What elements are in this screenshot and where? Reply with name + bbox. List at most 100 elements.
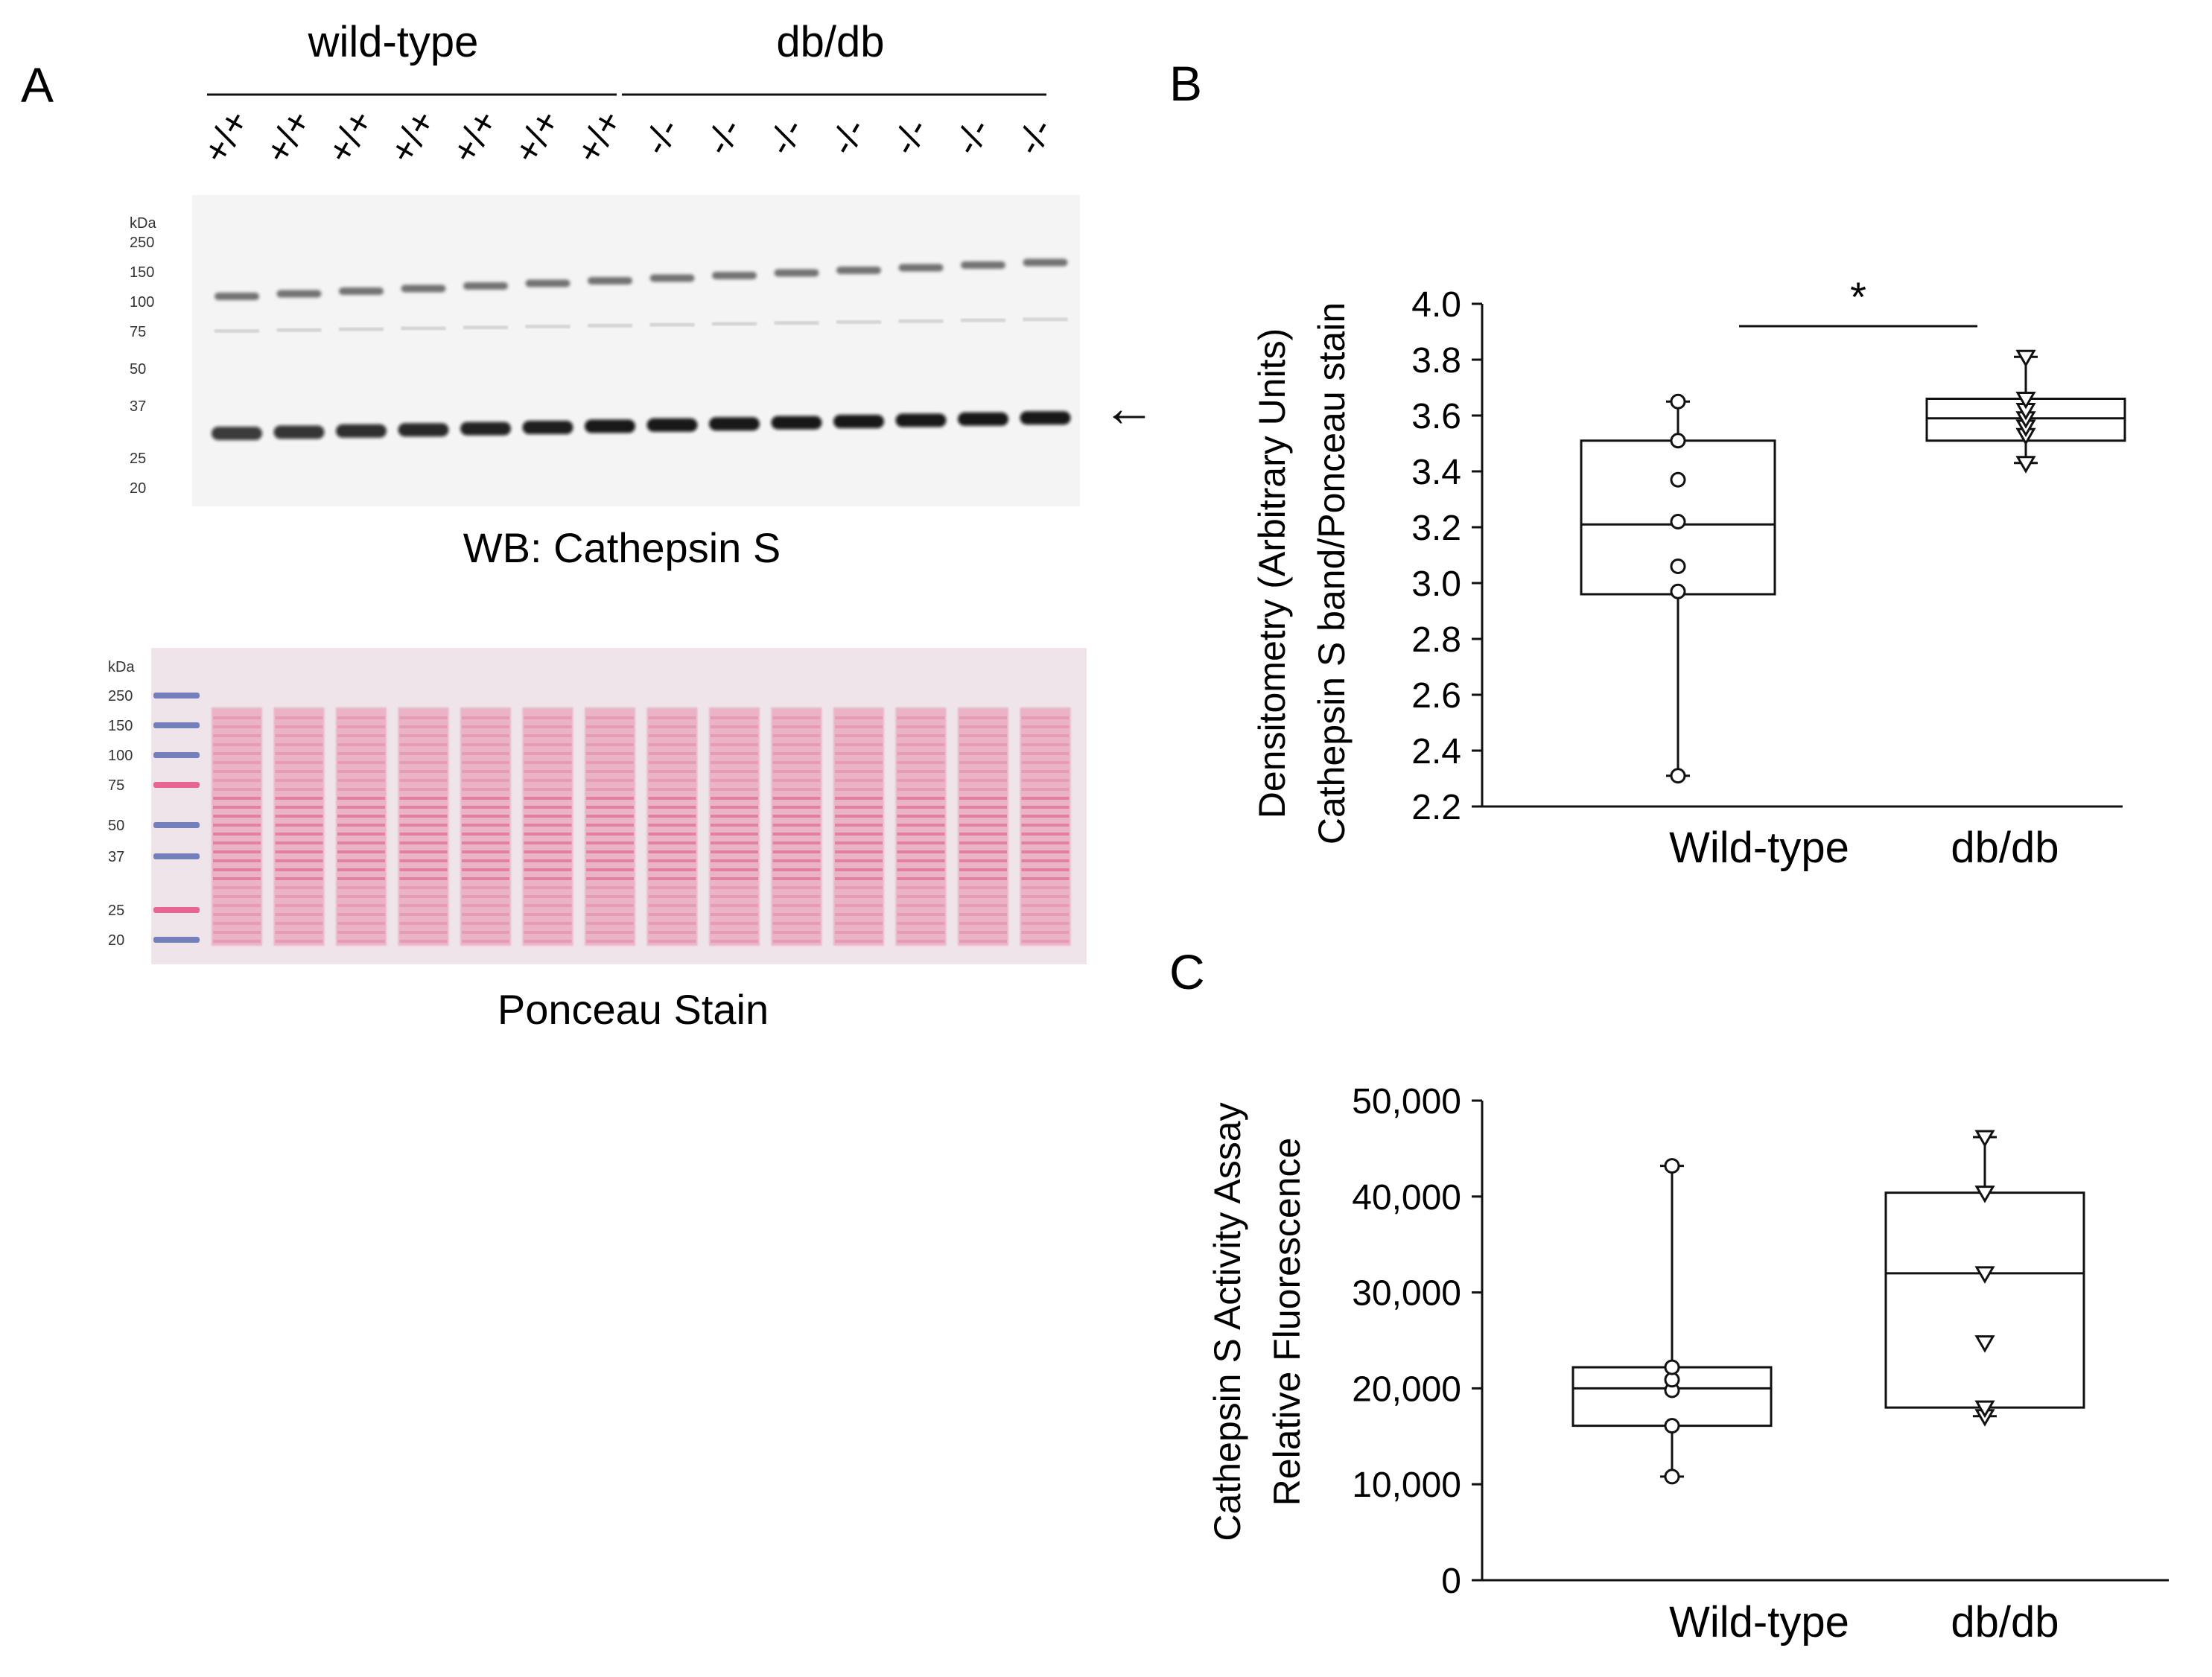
ponceau-striation [275,886,323,889]
ponceau-striation [524,904,572,907]
ponceau-ladder-band-4 [153,782,200,788]
ponceau-striation [1021,904,1070,907]
chart-c-ytick-label: 10,000 [1352,1466,1461,1505]
ponceau-striation [462,886,509,889]
ponceau-striation [959,824,1007,827]
ponceau-lane-8 [646,707,698,946]
ponceau-striation [1021,779,1070,782]
kda-label-ponceau: kDa [108,659,135,675]
chart-b-ytick-label: 3.4 [1411,453,1461,492]
ponceau-striation [399,877,448,880]
ponceau-striation [524,922,572,925]
ponceau-striation [648,797,696,800]
ponceau-striation [648,859,696,862]
ponceau-lane-1 [212,707,262,946]
panel-c-xtick-db-db: db/db [1951,1598,2059,1646]
group-label-wild-type: wild-type [308,18,479,66]
ponceau-striation [524,734,572,737]
ponceau-striation [399,940,448,943]
genotype-db-3: -/- [759,111,813,162]
ponceau-striation [711,940,758,943]
ponceau-striation [897,752,945,755]
ponceau-striation [586,806,634,809]
ponceau-striation [275,815,323,818]
ponceau-striation [772,877,821,880]
chart-b-point-wild-type [1670,559,1686,574]
wb-marker-100: 100 [130,294,154,311]
ponceau-ladder-band-5 [153,822,200,828]
ponceau-striation [399,824,448,827]
ponceau-striation [337,716,385,719]
ponceau-striation [711,815,758,818]
wb-band-130kda-lane-4 [401,284,446,293]
panel-a-label: A [21,57,54,112]
ponceau-striation [275,868,323,871]
ponceau-striation [1021,725,1070,728]
wb-band-130kda-lane-2 [276,290,322,298]
ponceau-striation [897,725,945,728]
ponceau-striation [648,868,696,871]
ponceau-striation [337,913,385,916]
ponceau-striation [462,779,509,782]
genotype-db-2: -/- [696,111,750,162]
ponceau-striation [213,886,261,889]
ponceau-striation [399,850,448,853]
ponceau-striation [648,931,696,934]
ponceau-striation [213,931,261,934]
ponceau-striation [648,904,696,907]
wb-band-130kda-lane-12 [898,264,944,272]
ponceau-striation [835,913,883,916]
ponceau-striation [399,743,448,746]
ponceau-striation [275,761,323,764]
ponceau-striation [897,761,945,764]
chart-b-ytick-label: 3.0 [1411,564,1461,604]
ponceau-striation [897,716,945,719]
ponceau-striation [586,841,634,844]
ponceau-striation [835,752,883,755]
ponceau-striation [959,797,1007,800]
ponceau-striation [648,761,696,764]
ponceau-striation [1021,770,1070,773]
ponceau-striation [711,913,758,916]
ponceau-striation [1021,868,1070,871]
ponceau-striation [897,815,945,818]
ponceau-striation [337,815,385,818]
genotype-wt-3: +/+ [319,103,382,171]
ponceau-striation [835,815,883,818]
kda-label-wb: kDa [130,215,156,232]
ponceau-striation [399,913,448,916]
ponceau-striation [959,904,1007,907]
chart-b-ytick-label: 3.6 [1411,397,1461,436]
ponceau-striation [399,752,448,755]
ponceau-ladder-band-6 [153,853,200,859]
wb-band-35kda-lane-10 [771,416,822,430]
ponceau-striation [524,850,572,853]
ponceau-striation [213,877,261,880]
ponceau-marker-37: 37 [108,849,124,865]
ponceau-marker-25: 25 [108,903,124,919]
ponceau-striation [772,833,821,836]
wb-band-faint-lane-6 [525,325,571,328]
ponceau-striation [399,922,448,925]
ponceau-striation [959,788,1007,791]
ponceau-striation [275,734,323,737]
wb-band-35kda-lane-9 [709,417,760,431]
ponceau-striation [213,815,261,818]
ponceau-striation [959,815,1007,818]
ponceau-striation [897,895,945,898]
ponceau-striation [835,761,883,764]
chart-c-point-db-db [1974,1266,1995,1284]
ponceau-striation [337,940,385,943]
panel-c-ylabel-line2: Relative Fluorescence [1266,1138,1308,1506]
panel-c-label: C [1169,944,1205,999]
ponceau-striation [213,806,261,809]
ponceau-striation [648,940,696,943]
ponceau-striation [586,716,634,719]
ponceau-striation [897,779,945,782]
ponceau-striation [648,824,696,827]
ponceau-striation [959,913,1007,916]
ponceau-striation [399,725,448,728]
ponceau-striation [586,815,634,818]
ponceau-striation [772,886,821,889]
ponceau-striation [772,761,821,764]
